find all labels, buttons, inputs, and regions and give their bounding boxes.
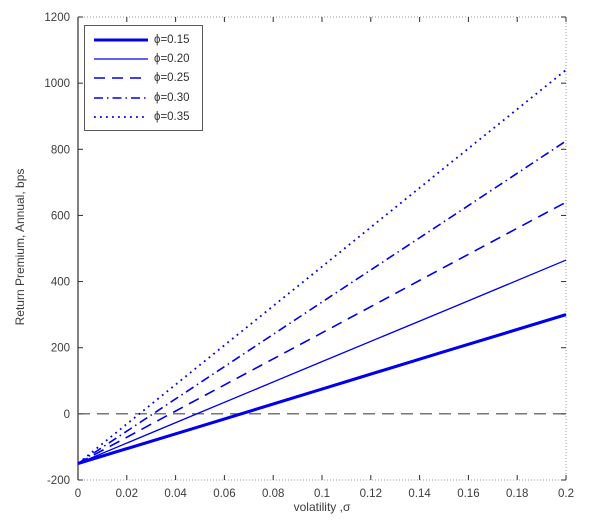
legend: ϕ=0.15 ϕ=0.20 ϕ=0.25 ϕ=0.30 ϕ=0.35 xyxy=(84,25,203,131)
series-line-phi-0.15 xyxy=(77,313,567,465)
x-tick-label: 0.1 xyxy=(314,488,330,500)
y-tick-label: 400 xyxy=(51,277,70,289)
legend-line-sample-solid xyxy=(94,58,148,60)
y-tick-label: 200 xyxy=(51,343,70,355)
x-tick-label: 0.16 xyxy=(457,488,479,500)
x-tick-label: 0.08 xyxy=(262,488,284,500)
y-tick-label: 800 xyxy=(51,144,70,156)
x-axis-label: volatility ,σ xyxy=(293,500,351,514)
legend-line-sample-dash-dot xyxy=(94,97,148,99)
legend-item-label: ϕ=0.35 xyxy=(154,111,190,124)
y-axis-label: Return Premium, Annual, bps xyxy=(13,168,27,326)
legend-item-label: ϕ=0.15 xyxy=(154,33,190,46)
x-tick-label: 0 xyxy=(75,488,81,500)
x-tick-label: 0.18 xyxy=(506,488,528,500)
y-tick-label: 1000 xyxy=(44,78,70,90)
legend-item-phi-0.20: ϕ=0.20 xyxy=(85,49,202,68)
series-line-phi-0.25 xyxy=(77,201,567,465)
x-tick-label: 0.2 xyxy=(558,488,574,500)
y-tick-label: -200 xyxy=(47,475,70,487)
legend-item-phi-0.25: ϕ=0.25 xyxy=(85,69,202,88)
y-tick-label: 600 xyxy=(51,210,70,222)
x-tick-label: 0.14 xyxy=(408,488,431,500)
legend-line-sample-dotted xyxy=(94,116,148,119)
y-tick-label: 1200 xyxy=(44,12,70,24)
legend-item-phi-0.35: ϕ=0.35 xyxy=(85,108,202,127)
legend-item-label: ϕ=0.20 xyxy=(154,53,190,66)
x-tick-label: 0.06 xyxy=(213,488,235,500)
legend-item-phi-0.30: ϕ=0.30 xyxy=(85,88,202,107)
legend-item-phi-0.15: ϕ=0.15 xyxy=(85,30,202,49)
legend-item-label: ϕ=0.30 xyxy=(154,91,190,104)
legend-item-label: ϕ=0.25 xyxy=(154,72,190,85)
series-line-phi-0.20 xyxy=(77,259,567,465)
x-tick-label: 0.02 xyxy=(116,488,138,500)
y-tick-label: 0 xyxy=(64,409,70,421)
series-line-phi-0.35 xyxy=(77,69,567,465)
x-tick-label: 0.04 xyxy=(164,488,187,500)
series-line-phi-0.30 xyxy=(77,140,567,465)
legend-line-sample-dashed xyxy=(94,77,148,80)
legend-line-sample-solid-thick xyxy=(94,38,148,42)
x-tick-label: 0.12 xyxy=(360,488,382,500)
